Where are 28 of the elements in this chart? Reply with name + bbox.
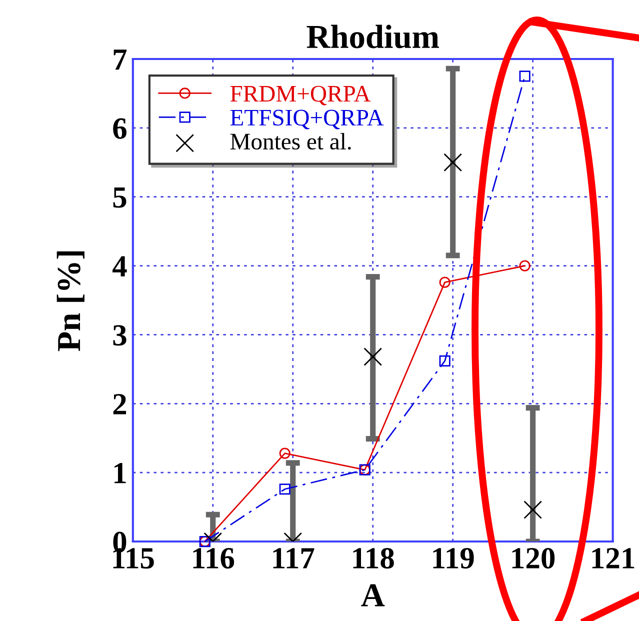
chart-title: Rhodium xyxy=(306,24,439,48)
point xyxy=(519,260,530,272)
y-tick-label: 5 xyxy=(113,187,126,208)
x-tick-label: 119 xyxy=(433,548,474,569)
y-tick-label: 4 xyxy=(112,256,127,276)
y-tick-label: 1 xyxy=(114,463,126,484)
point xyxy=(439,276,450,288)
point xyxy=(524,500,542,520)
point xyxy=(279,448,290,459)
y-tick-label: 6 xyxy=(113,118,126,139)
legend-label: ETFSIQ+QRPA xyxy=(230,110,384,130)
y-axis-title: Pn [%] xyxy=(56,251,84,352)
x-tick-label: 116 xyxy=(193,548,234,569)
point xyxy=(279,484,290,495)
point xyxy=(364,348,382,366)
x-tick-label: 118 xyxy=(353,548,394,569)
y-tick-label: 3 xyxy=(113,325,126,346)
point xyxy=(519,70,530,82)
y-tick-label: 2 xyxy=(113,394,126,414)
x-axis-title: A xyxy=(361,584,385,606)
legend-label: Montes et al. xyxy=(230,132,351,150)
x-tick-label: 120 xyxy=(512,548,555,569)
legend-label: FRDM+QRPA xyxy=(230,86,371,106)
x-tick-label: 117 xyxy=(273,548,314,568)
point xyxy=(439,355,450,366)
point xyxy=(444,153,462,172)
y-tick-label: 7 xyxy=(114,50,127,70)
x-tick-label: 121 xyxy=(592,548,634,568)
